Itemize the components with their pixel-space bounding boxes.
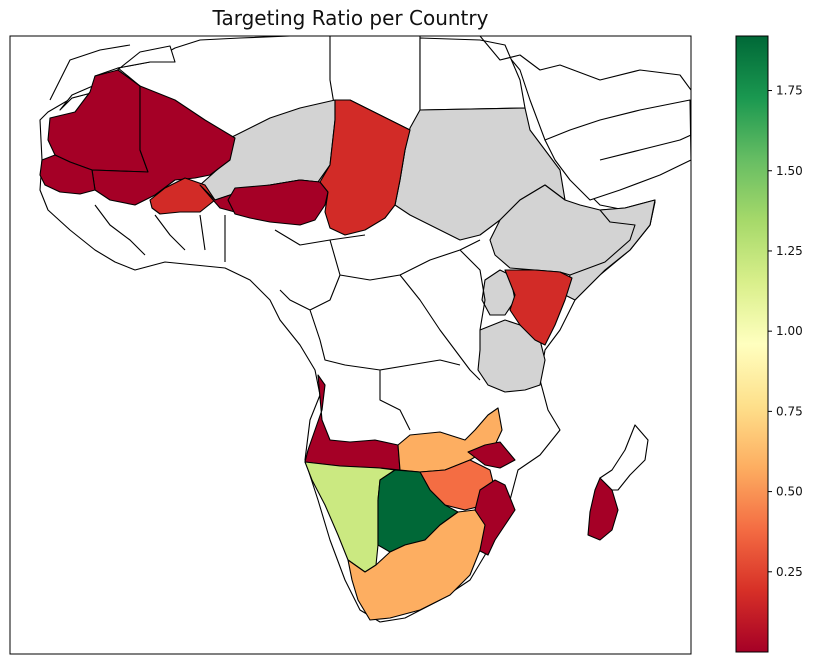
europe-outline [49,36,691,161]
country-tanzania [477,319,546,393]
country-kenya [504,269,573,346]
colorbar-frame [735,35,769,653]
colorbar-tick-label: 0.75 [776,404,803,418]
colorbar-tick-label: 1.75 [776,84,803,98]
country-burkina-faso [149,177,216,215]
map-title: Targeting Ratio per Country [212,6,489,30]
country-south-africa [347,509,486,621]
colorbar-gradient [736,36,768,652]
colorbar-tick-label: 0.25 [776,565,803,579]
madagascar-outline [599,424,649,491]
country-uganda [481,269,516,316]
colorbar-tick-label: 1.00 [776,324,803,338]
arabia-outline [544,99,691,201]
colorbar: 0.25 0.50 0.75 1.00 1.25 1.50 1.75 [735,35,803,653]
colorbar-tick-label: 1.25 [776,244,803,258]
country-chad [319,99,411,236]
colorbar-tick-label: 1.50 [776,164,803,178]
country-senegal [39,154,96,195]
colorbar-tick-label: 0.50 [776,485,803,499]
country-nigeria [227,179,329,226]
country-madagascar [587,477,619,541]
egypt [419,37,526,111]
country-somalia [564,199,656,301]
map-frame [9,35,692,655]
country-namibia [304,461,396,573]
country-mauritania [47,69,149,173]
country-malawi [467,441,516,469]
country-borders [94,204,486,431]
